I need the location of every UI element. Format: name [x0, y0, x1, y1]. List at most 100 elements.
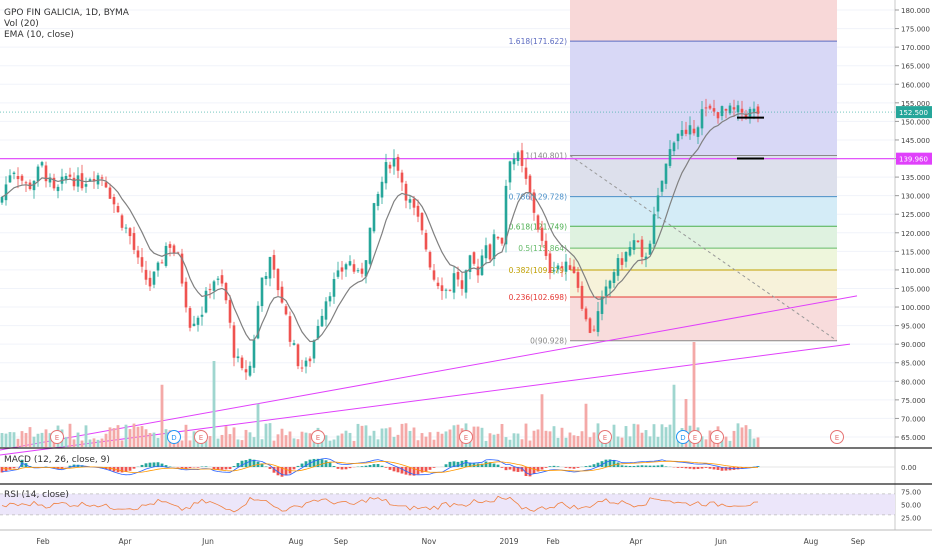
candle-body	[141, 257, 144, 267]
volume-bar	[441, 434, 444, 447]
rsi-tick-label: 50.00	[901, 501, 921, 509]
candle-body	[553, 270, 556, 271]
candle-body	[41, 162, 44, 165]
candle-body	[597, 311, 600, 332]
candle-body	[253, 340, 256, 368]
macd-histogram-bar	[141, 465, 144, 467]
volume-bar	[381, 429, 384, 447]
volume-bar	[97, 440, 100, 447]
volume-bar	[217, 439, 220, 447]
time-tick-label: Aug	[804, 537, 819, 546]
candle-body	[121, 215, 124, 227]
candle-body	[569, 265, 572, 270]
candle-body	[229, 300, 232, 323]
macd-histogram-bar	[221, 467, 224, 470]
candle-body	[405, 184, 408, 201]
macd-histogram-bar	[693, 467, 696, 469]
candle-body	[205, 291, 208, 313]
volume-bar	[209, 436, 212, 447]
rsi-legend[interactable]: RSI (14, close)	[4, 490, 69, 500]
candle-body	[609, 281, 612, 289]
volume-legend[interactable]: Vol (20)	[4, 19, 39, 29]
candle-body	[441, 285, 444, 291]
volume-bar	[245, 430, 248, 447]
candle-body	[13, 173, 16, 174]
candle-body	[285, 306, 288, 314]
macd-histogram-bar	[381, 466, 384, 467]
macd-histogram-bar	[205, 466, 208, 467]
candle-body	[677, 134, 680, 141]
volume-bar	[281, 429, 284, 447]
macd-histogram-bar	[605, 460, 608, 467]
price-badge-label: 152.500	[899, 109, 928, 117]
macd-histogram-bar	[189, 467, 192, 468]
macd-histogram-bar	[389, 467, 392, 470]
volume-bar	[653, 424, 656, 447]
volume-bar	[485, 441, 488, 447]
candle-body	[401, 173, 404, 183]
time-tick-label: Jun	[201, 537, 214, 546]
candle-body	[169, 244, 172, 248]
macd-histogram-bar	[697, 467, 700, 469]
volume-bar	[261, 439, 264, 447]
price-tick-label: 115.000	[901, 248, 930, 256]
volume-bar	[125, 425, 128, 447]
macd-histogram-bar	[385, 467, 388, 468]
macd-histogram-bar	[329, 463, 332, 467]
candle-body	[529, 176, 532, 193]
candle-body	[125, 228, 128, 229]
macd-histogram-bar	[145, 463, 148, 467]
macd-histogram-bar	[573, 467, 576, 469]
macd-histogram-bar	[425, 467, 428, 471]
candle-body	[245, 369, 248, 372]
candle-body	[69, 175, 72, 177]
candle-body	[641, 240, 644, 257]
volume-bar	[549, 431, 552, 447]
candle-body	[289, 316, 292, 342]
candle-body	[389, 165, 392, 169]
macd-histogram-bar	[337, 467, 340, 469]
price-tick-label: 95.000	[901, 323, 926, 331]
volume-bar	[73, 439, 76, 447]
candle-body	[221, 275, 224, 283]
ema-legend[interactable]: EMA (10, close)	[4, 30, 74, 40]
volume-bar	[357, 424, 360, 447]
candle-body	[373, 203, 376, 231]
volume-bar	[37, 434, 40, 447]
volume-bar	[637, 424, 640, 447]
volume-bar	[129, 429, 132, 447]
macd-histogram-bar	[433, 467, 436, 468]
candle-body	[189, 308, 192, 328]
candle-body	[305, 361, 308, 367]
volume-bar	[277, 434, 280, 447]
price-tick-label: 165.000	[901, 63, 930, 71]
candle-body	[461, 280, 464, 289]
volume-bar	[477, 427, 480, 447]
volume-bar	[741, 427, 744, 447]
volume-bar	[501, 424, 504, 447]
time-tick-label: Sep	[334, 537, 348, 546]
event-marker-label: E	[316, 434, 320, 442]
volume-bar	[649, 436, 652, 447]
macd-histogram-bar	[637, 466, 640, 467]
macd-histogram-bar	[285, 467, 288, 475]
candle-body	[317, 326, 320, 338]
candle-body	[621, 258, 624, 265]
candle-body	[437, 283, 440, 286]
volume-bar	[705, 439, 708, 447]
volume-bar	[657, 437, 660, 447]
macd-histogram-bar	[685, 467, 688, 468]
time-tick-label: Nov	[422, 537, 437, 546]
volume-bar	[17, 439, 20, 447]
event-marker-label: E	[603, 434, 607, 442]
macd-histogram-bar	[653, 466, 656, 467]
fib-level-label: 0.5(115.864)	[518, 244, 567, 253]
candle-body	[661, 181, 664, 192]
candle-body	[721, 106, 724, 116]
candle-body	[501, 238, 504, 244]
macd-legend[interactable]: MACD (12, 26, close, 9)	[4, 455, 110, 465]
price-tick-label: 145.000	[901, 137, 930, 145]
candle-body	[269, 257, 272, 279]
symbol-legend[interactable]: GPO FIN GALICIA, 1D, BYMA	[4, 8, 130, 18]
